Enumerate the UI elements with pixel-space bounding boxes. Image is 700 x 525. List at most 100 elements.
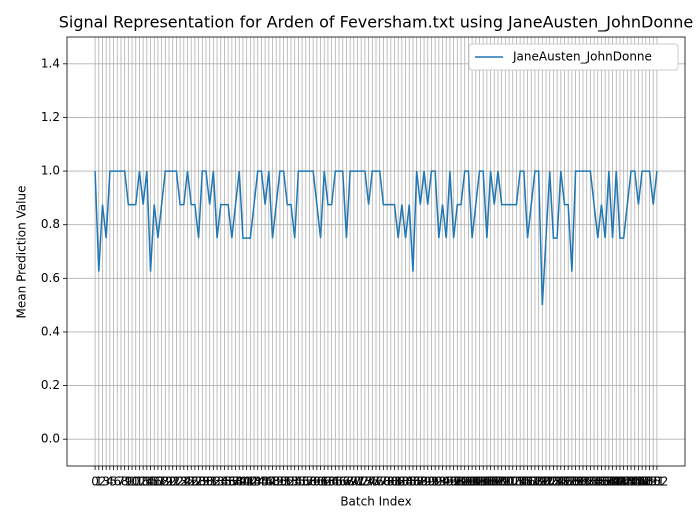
x-tick-label: 116	[512, 475, 535, 489]
x-tick-label: 128	[557, 475, 580, 489]
x-tick-label: 53	[283, 475, 298, 489]
x-tick-label: 67	[335, 475, 350, 489]
x-tick-label: 83	[394, 475, 409, 489]
x-tick-label: 66	[331, 475, 346, 489]
x-tick-label: 3	[102, 475, 110, 489]
x-axis-label: Batch Index	[340, 495, 411, 509]
x-tick-label: 123	[538, 475, 561, 489]
x-tick-label: 10	[124, 475, 139, 489]
x-tick-label: 100	[453, 475, 476, 489]
plot-frame	[66, 36, 686, 467]
x-tick-label: 42	[243, 475, 258, 489]
x-tick-label: 115	[509, 475, 532, 489]
x-tick-label: 52	[280, 475, 295, 489]
legend-label: JaneAusten_JohnDonne	[512, 50, 652, 64]
x-tick-label: 22	[169, 475, 184, 489]
x-tick-label: 142	[608, 475, 631, 489]
x-tick-label: 108	[483, 475, 506, 489]
x-tick-label: 95	[439, 475, 454, 489]
y-tick-label: 0.6	[41, 271, 60, 285]
x-tick-label: 118	[520, 475, 543, 489]
x-tick-label: 79	[379, 475, 394, 489]
x-tick-label: 137	[590, 475, 613, 489]
x-tick-label: 103	[464, 475, 487, 489]
line	[94, 170, 658, 306]
x-tick-label: 88	[413, 475, 428, 489]
x-tick-label: 92	[427, 475, 442, 489]
x-tick-label: 134	[579, 475, 602, 489]
x-tick-label: 28	[191, 475, 206, 489]
x-tick-label: 76	[368, 475, 383, 489]
x-tick-label: 13	[136, 475, 151, 489]
x-tick-label: 26	[184, 475, 199, 489]
x-tick-label: 150	[638, 475, 661, 489]
x-tick-label: 16	[147, 475, 162, 489]
x-tick-label: 32	[206, 475, 221, 489]
x-tick-label: 130	[564, 475, 587, 489]
y-tick-label: 1.4	[41, 56, 60, 70]
x-tick-label: 9	[125, 475, 133, 489]
x-tick-label: 59	[306, 475, 321, 489]
x-tick-label: 20	[161, 475, 176, 489]
x-tick-label: 72	[354, 475, 369, 489]
x-tick-label: 11	[128, 475, 143, 489]
x-tick-label: 106	[475, 475, 498, 489]
x-tick-label: 140	[601, 475, 624, 489]
x-tick-label: 1	[95, 475, 103, 489]
x-tick-label: 132	[572, 475, 595, 489]
x-tick-label: 21	[165, 475, 180, 489]
x-tick-label: 74	[361, 475, 376, 489]
x-tick-label: 152	[645, 475, 668, 489]
x-tick-label: 18	[154, 475, 169, 489]
x-tick-label: 143	[612, 475, 635, 489]
x-tick-label: 12	[132, 475, 147, 489]
x-tick-label: 98	[450, 475, 465, 489]
x-tick-label: 89	[416, 475, 431, 489]
x-tick-label: 36	[221, 475, 236, 489]
x-tick-label: 107	[479, 475, 502, 489]
x-tick-label: 122	[535, 475, 558, 489]
x-tick-label: 77	[372, 475, 387, 489]
x-tick-label: 147	[627, 475, 650, 489]
x-tick-label: 78	[376, 475, 391, 489]
x-tick-label: 109	[487, 475, 510, 489]
x-tick-label: 60	[309, 475, 324, 489]
x-tick-label: 55	[291, 475, 306, 489]
x-tick-label: 120	[527, 475, 550, 489]
x-tick-label: 105	[472, 475, 495, 489]
x-tick-label: 30	[198, 475, 213, 489]
x-tick-label: 63	[320, 475, 335, 489]
x-tick-label: 96	[442, 475, 457, 489]
x-tick-label: 71	[350, 475, 365, 489]
chart-title: Signal Representation for Arden of Fever…	[59, 13, 694, 33]
x-tick-label: 49	[269, 475, 284, 489]
y-tick-label: 0.4	[41, 324, 60, 338]
y-tick-label: 1.0	[41, 164, 60, 178]
x-tick-label: 33	[209, 475, 224, 489]
x-tick-label: 87	[409, 475, 424, 489]
x-tick-label: 99	[453, 475, 468, 489]
x-tick-label: 24	[176, 475, 191, 489]
x-tick-label: 112	[498, 475, 521, 489]
x-tick-label: 117	[516, 475, 539, 489]
y-axis-label: Mean Prediction Value	[15, 186, 29, 319]
x-tick-label: 40	[235, 475, 250, 489]
x-tick-label: 41	[239, 475, 254, 489]
x-tick-label: 51	[276, 475, 291, 489]
x-tick-label: 64	[324, 475, 339, 489]
x-tick-label: 50	[272, 475, 287, 489]
x-tick-label: 121	[531, 475, 554, 489]
x-tick-label: 7	[117, 475, 125, 489]
x-tick-label: 144	[616, 475, 639, 489]
x-tick-label: 145	[620, 475, 643, 489]
x-tick-label: 102	[461, 475, 484, 489]
x-tick-label: 136	[586, 475, 609, 489]
x-tick-label: 5	[110, 475, 118, 489]
x-tick-label: 45	[254, 475, 269, 489]
y-tick-label: 0.0	[41, 432, 60, 446]
x-tick-label: 62	[317, 475, 332, 489]
x-tick-label: 44	[250, 475, 265, 489]
y-tick-label: 0.8	[41, 217, 60, 231]
x-tick-label: 101	[457, 475, 480, 489]
x-tick-label: 131	[568, 475, 591, 489]
